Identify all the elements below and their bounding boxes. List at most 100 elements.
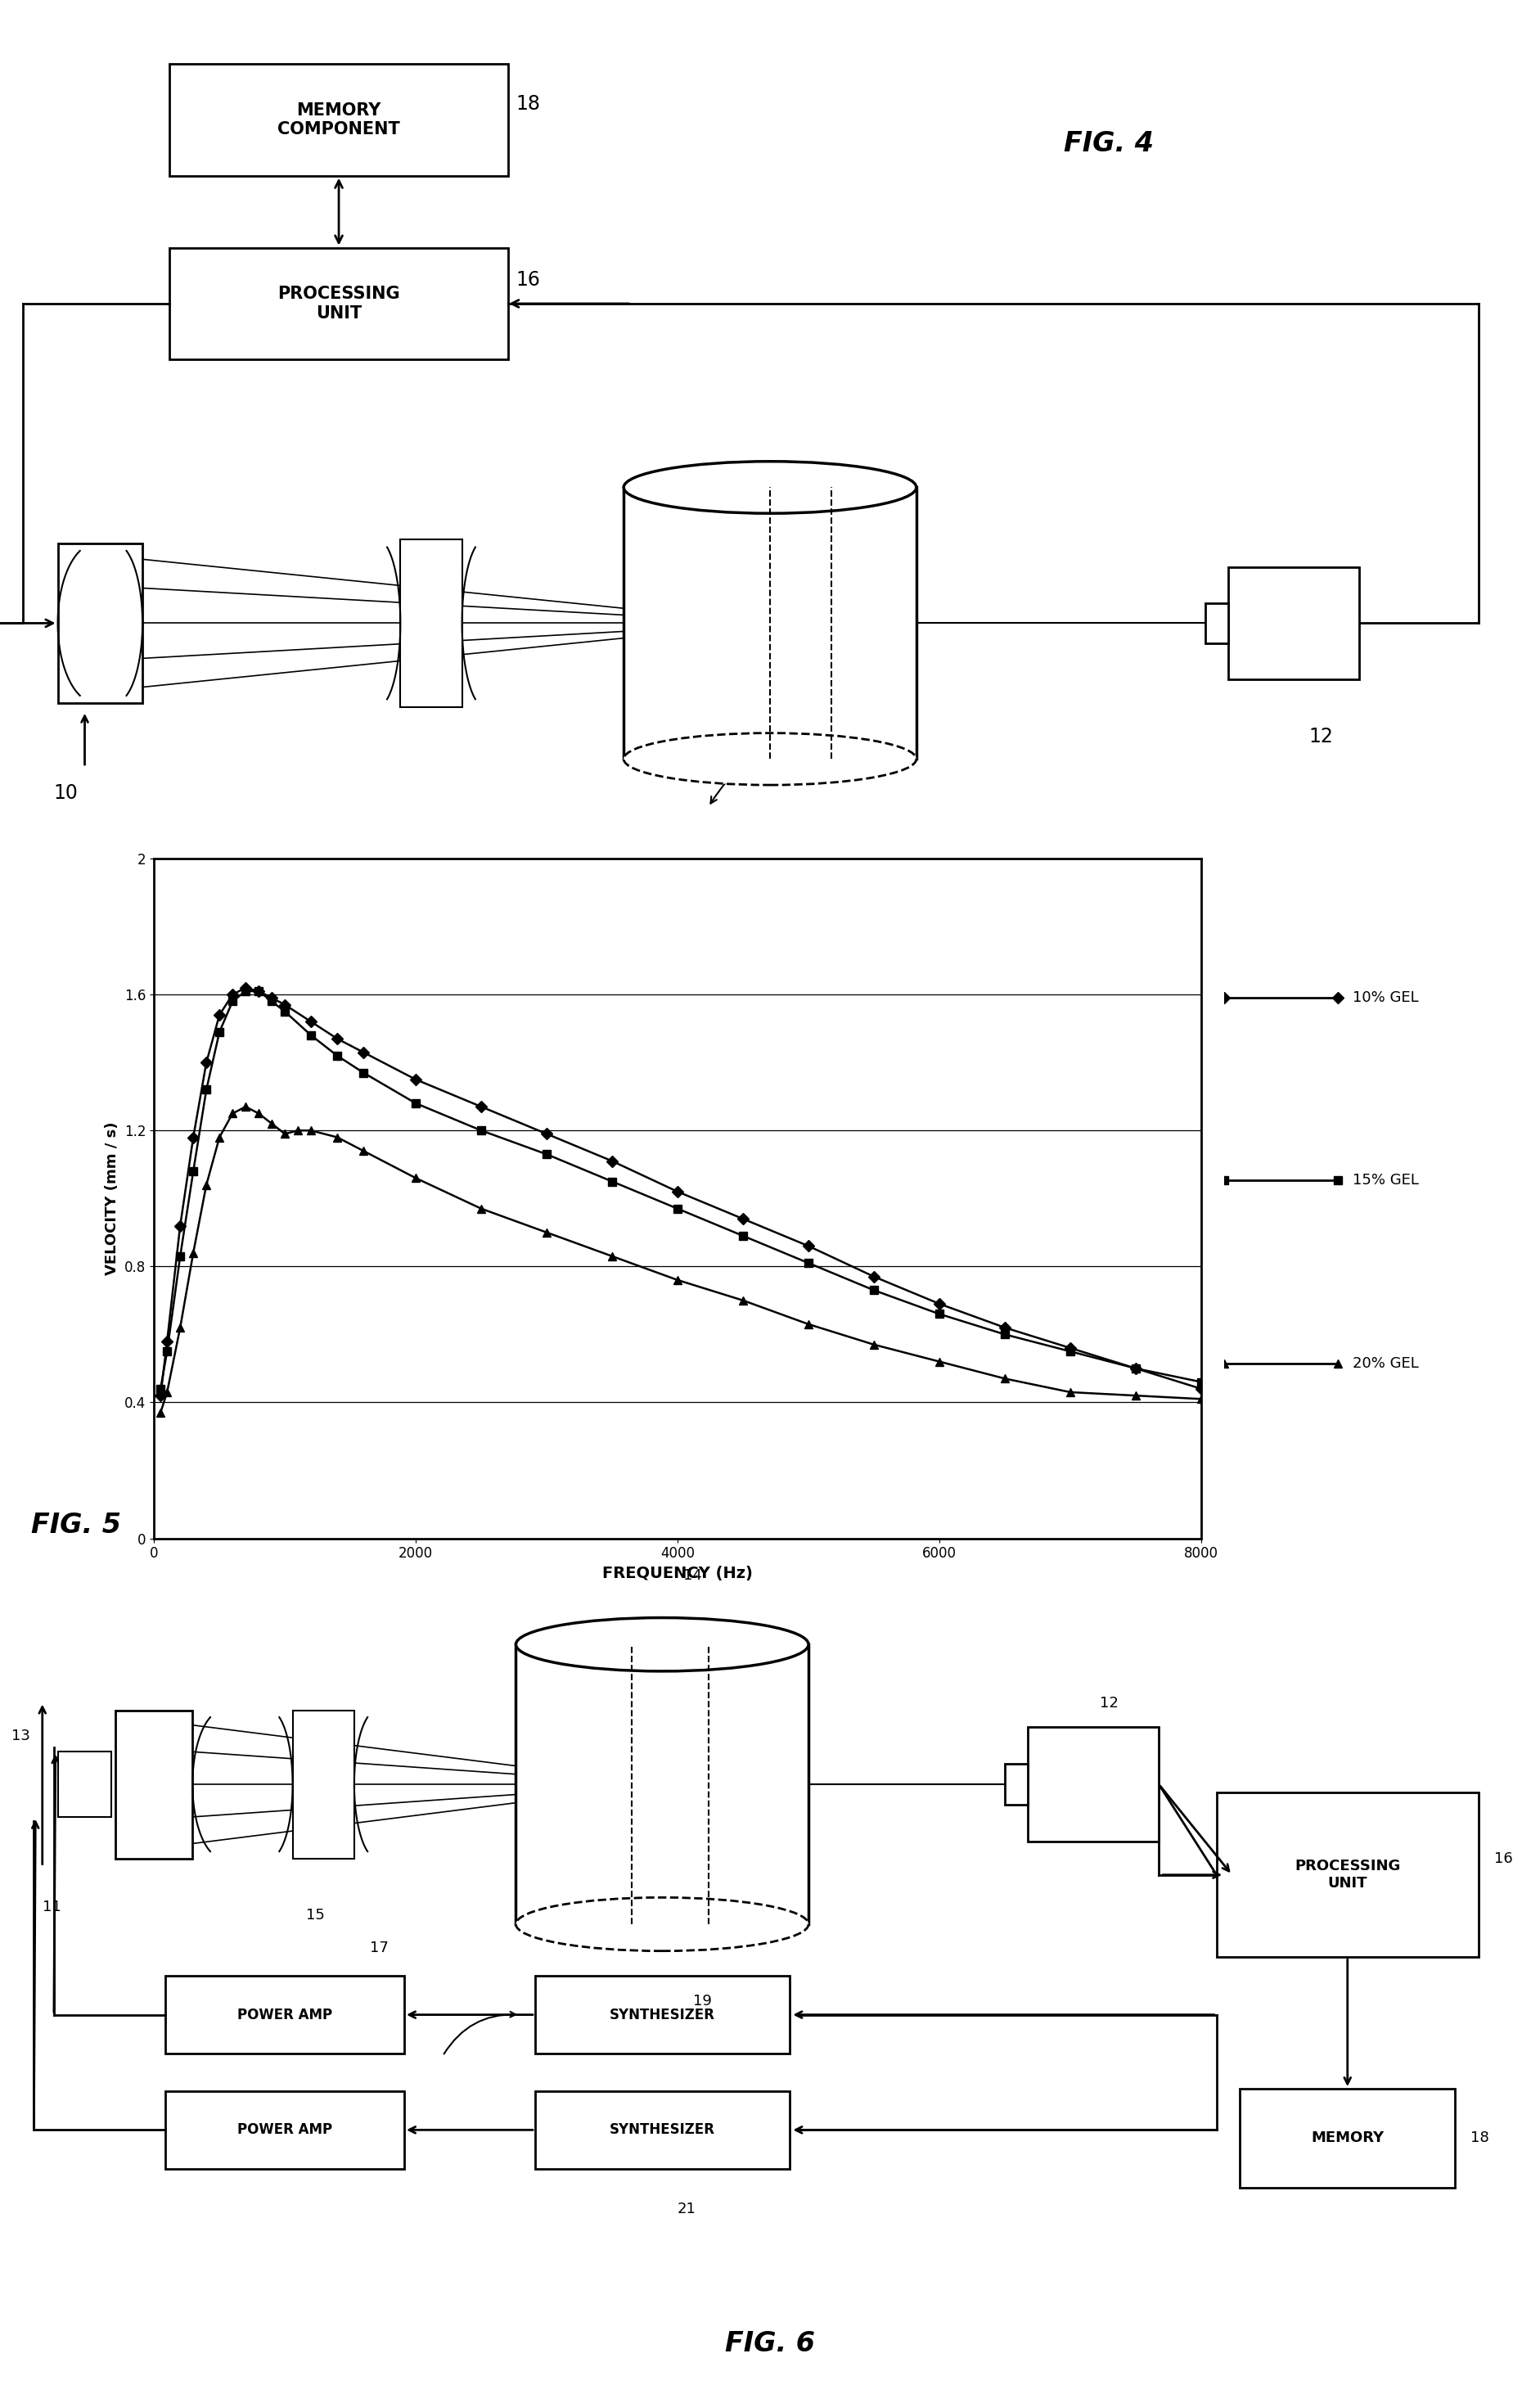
20% GEL: [209, 1123, 228, 1152]
15% GEL: [995, 1321, 1013, 1350]
Text: 16: 16: [516, 270, 541, 289]
X-axis label: FREQUENCY (Hz): FREQUENCY (Hz): [602, 1565, 753, 1581]
20% GEL: [290, 1116, 308, 1145]
FancyBboxPatch shape: [400, 539, 462, 706]
Text: 14: 14: [684, 1567, 702, 1584]
10% GEL: [328, 1026, 346, 1054]
15% GEL: [537, 1140, 556, 1169]
20% GEL: [407, 1164, 425, 1192]
Text: 18: 18: [516, 93, 541, 114]
Text: 14: 14: [788, 863, 813, 882]
10% GEL: [1061, 1333, 1080, 1362]
FancyBboxPatch shape: [516, 1646, 808, 1925]
Ellipse shape: [516, 1898, 808, 1951]
10% GEL: [237, 973, 256, 1002]
15% GEL: [237, 978, 256, 1006]
Text: 15: 15: [306, 1908, 325, 1922]
Text: 12: 12: [1100, 1696, 1118, 1710]
Text: 18: 18: [1471, 2130, 1489, 2147]
20% GEL: [733, 1286, 752, 1314]
Text: 15% GEL: 15% GEL: [1352, 1173, 1418, 1188]
FancyBboxPatch shape: [624, 487, 916, 758]
20% GEL: [171, 1314, 189, 1343]
10% GEL: [1127, 1355, 1146, 1383]
10% GEL: [1192, 1374, 1210, 1402]
20% GEL: [157, 1379, 176, 1407]
FancyBboxPatch shape: [116, 1710, 192, 1858]
FancyBboxPatch shape: [169, 64, 508, 176]
20% GEL: [197, 1171, 216, 1200]
Text: 17: 17: [370, 1941, 388, 1956]
Text: 16: 16: [1494, 1851, 1512, 1865]
20% GEL: [537, 1219, 556, 1247]
15% GEL: [276, 997, 294, 1026]
Text: 10% GEL: 10% GEL: [1352, 990, 1418, 1004]
15% GEL: [354, 1059, 373, 1088]
Text: 20% GEL: 20% GEL: [1352, 1357, 1418, 1371]
Text: MEMORY
COMPONENT: MEMORY COMPONENT: [277, 103, 400, 138]
15% GEL: [1127, 1355, 1146, 1383]
20% GEL: [1192, 1386, 1210, 1414]
15% GEL: [602, 1166, 621, 1195]
15% GEL: [185, 1157, 203, 1185]
10% GEL: [197, 1049, 216, 1078]
Line: 20% GEL: 20% GEL: [157, 1102, 1206, 1417]
10% GEL: [262, 983, 280, 1011]
15% GEL: [407, 1090, 425, 1119]
10% GEL: [668, 1178, 687, 1207]
10% GEL: [209, 1002, 228, 1030]
FancyBboxPatch shape: [536, 1975, 788, 2053]
FancyBboxPatch shape: [59, 544, 142, 704]
FancyBboxPatch shape: [166, 1975, 403, 2053]
10% GEL: [471, 1092, 490, 1121]
20% GEL: [328, 1123, 346, 1152]
Text: MEMORY: MEMORY: [1311, 2130, 1384, 2147]
20% GEL: [302, 1116, 320, 1145]
20% GEL: [249, 1099, 268, 1128]
15% GEL: [209, 1018, 228, 1047]
20% GEL: [995, 1364, 1013, 1393]
FancyBboxPatch shape: [1217, 1794, 1478, 1958]
FancyBboxPatch shape: [1240, 2089, 1455, 2187]
20% GEL: [151, 1398, 169, 1426]
15% GEL: [668, 1195, 687, 1224]
10% GEL: [157, 1326, 176, 1355]
FancyBboxPatch shape: [1229, 568, 1358, 680]
15% GEL: [171, 1243, 189, 1271]
20% GEL: [930, 1348, 949, 1376]
Text: 12: 12: [1309, 727, 1334, 747]
15% GEL: [1192, 1367, 1210, 1395]
10% GEL: [302, 1006, 320, 1035]
Text: PROCESSING
UNIT: PROCESSING UNIT: [277, 286, 400, 322]
FancyBboxPatch shape: [59, 1751, 112, 1817]
FancyBboxPatch shape: [169, 248, 508, 360]
10% GEL: [185, 1123, 203, 1152]
FancyBboxPatch shape: [1004, 1765, 1027, 1805]
Text: 19: 19: [693, 1994, 711, 2008]
10% GEL: [930, 1290, 949, 1319]
20% GEL: [799, 1309, 818, 1338]
Text: POWER AMP: POWER AMP: [237, 2123, 333, 2137]
20% GEL: [237, 1092, 256, 1121]
20% GEL: [276, 1119, 294, 1147]
20% GEL: [1127, 1381, 1146, 1410]
15% GEL: [799, 1250, 818, 1278]
10% GEL: [171, 1212, 189, 1240]
Line: 10% GEL: 10% GEL: [157, 983, 1206, 1400]
20% GEL: [668, 1266, 687, 1295]
Ellipse shape: [624, 460, 916, 513]
15% GEL: [151, 1374, 169, 1402]
10% GEL: [602, 1147, 621, 1176]
10% GEL: [354, 1037, 373, 1066]
20% GEL: [223, 1099, 242, 1128]
10% GEL: [249, 978, 268, 1006]
10% GEL: [537, 1119, 556, 1147]
Text: FIG. 4: FIG. 4: [1064, 131, 1153, 157]
Y-axis label: VELOCITY (mm / s): VELOCITY (mm / s): [105, 1121, 120, 1276]
20% GEL: [471, 1195, 490, 1224]
15% GEL: [249, 978, 268, 1006]
Text: 11: 11: [42, 1898, 62, 1915]
10% GEL: [407, 1066, 425, 1095]
15% GEL: [328, 1042, 346, 1071]
Text: FIG. 6: FIG. 6: [725, 2330, 815, 2356]
